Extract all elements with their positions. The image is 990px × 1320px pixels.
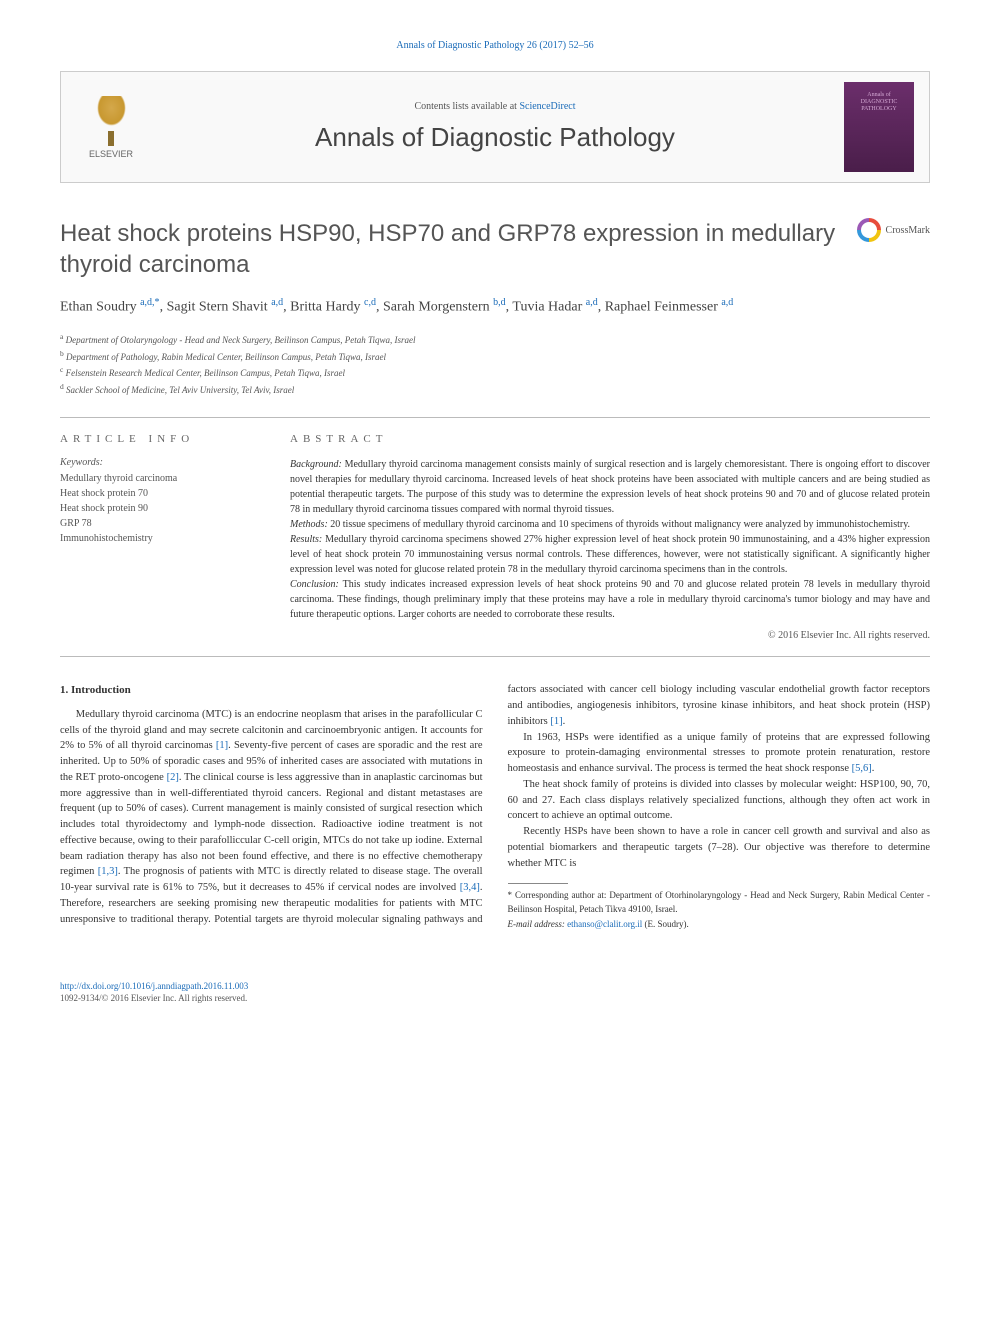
email-label: E-mail address:	[508, 919, 568, 929]
section-1-heading: 1. Introduction	[60, 682, 483, 699]
authors-line: Ethan Soudry a,d,*, Sagit Stern Shavit a…	[60, 295, 930, 319]
corresponding-author-note: * Corresponding author at: Department of…	[508, 889, 931, 916]
abstract-results-text: Medullary thyroid carcinoma specimens sh…	[290, 534, 930, 575]
abstract-text: Background: Medullary thyroid carcinoma …	[290, 457, 930, 622]
email-suffix: (E. Soudry).	[642, 919, 689, 929]
para1-seg-d: . The prognosis of patients with MTC is …	[60, 866, 483, 893]
elsevier-tree-icon	[89, 96, 134, 146]
divider-bottom	[60, 656, 930, 657]
corresponding-email-link[interactable]: ethanso@clalit.org.il	[567, 919, 642, 929]
page-footer: http://dx.doi.org/10.1016/j.anndiagpath.…	[60, 960, 930, 1005]
crossmark-icon	[857, 218, 881, 242]
para1-seg-f: .	[563, 716, 566, 727]
ref-link-5-6[interactable]: [5,6]	[852, 763, 872, 774]
journal-title: Annals of Diagnostic Pathology	[146, 122, 844, 153]
issn-copyright-line: 1092-9134/© 2016 Elsevier Inc. All right…	[60, 992, 930, 1005]
article-info-heading: ARTICLE INFO	[60, 433, 260, 445]
article-info-block: ARTICLE INFO Keywords: Medullary thyroid…	[60, 433, 260, 641]
publisher-logo: ELSEVIER	[76, 87, 146, 167]
masthead: ELSEVIER Contents lists available at Sci…	[60, 71, 930, 183]
keywords-list: Medullary thyroid carcinomaHeat shock pr…	[60, 471, 260, 546]
footnote-divider	[508, 883, 568, 884]
contents-prefix: Contents lists available at	[414, 101, 519, 112]
crossmark-label: CrossMark	[886, 225, 930, 236]
para1-seg-c: . The clinical course is less aggressive…	[60, 772, 483, 878]
ref-link-3-4[interactable]: [3,4]	[460, 882, 480, 893]
keywords-label: Keywords:	[60, 457, 260, 468]
doi-link[interactable]: http://dx.doi.org/10.1016/j.anndiagpath.…	[60, 981, 248, 991]
article-title: Heat shock proteins HSP90, HSP70 and GRP…	[60, 218, 857, 280]
ref-link-1b[interactable]: [1]	[550, 716, 562, 727]
publisher-name: ELSEVIER	[89, 149, 133, 159]
affiliations-block: a Department of Otolaryngology - Head an…	[60, 331, 930, 397]
abstract-background-label: Background:	[290, 459, 342, 470]
abstract-heading: ABSTRACT	[290, 433, 930, 445]
sciencedirect-link[interactable]: ScienceDirect	[519, 101, 575, 112]
contents-available-line: Contents lists available at ScienceDirec…	[146, 101, 844, 112]
cover-text-line3: PATHOLOGY	[861, 106, 896, 113]
abstract-methods-label: Methods:	[290, 519, 328, 530]
para2-seg-b: .	[872, 763, 875, 774]
abstract-block: ABSTRACT Background: Medullary thyroid c…	[290, 433, 930, 641]
abstract-conclusion-label: Conclusion:	[290, 579, 339, 590]
body-para-4: Recently HSPs have been shown to have a …	[508, 824, 931, 871]
journal-cover-thumbnail: Annals of DIAGNOSTIC PATHOLOGY	[844, 82, 914, 172]
abstract-background-text: Medullary thyroid carcinoma management c…	[290, 459, 930, 515]
abstract-results-label: Results:	[290, 534, 322, 545]
abstract-methods-text: 20 tissue specimens of medullary thyroid…	[328, 519, 910, 530]
divider-top	[60, 417, 930, 418]
body-columns: 1. Introduction Medullary thyroid carcin…	[60, 682, 930, 934]
crossmark-badge[interactable]: CrossMark	[857, 218, 930, 242]
abstract-conclusion-text: This study indicates increased expressio…	[290, 579, 930, 620]
body-para-2: In 1963, HSPs were identified as a uniqu…	[508, 730, 931, 777]
cover-text-line2: DIAGNOSTIC	[861, 99, 898, 106]
ref-link-1[interactable]: [1]	[216, 740, 228, 751]
abstract-copyright: © 2016 Elsevier Inc. All rights reserved…	[290, 630, 930, 641]
ref-link-1-3[interactable]: [1,3]	[98, 866, 118, 877]
cover-text-line1: Annals of	[867, 92, 891, 99]
ref-link-2[interactable]: [2]	[167, 772, 179, 783]
header-citation[interactable]: Annals of Diagnostic Pathology 26 (2017)…	[60, 40, 930, 51]
body-para-3: The heat shock family of proteins is div…	[508, 777, 931, 824]
